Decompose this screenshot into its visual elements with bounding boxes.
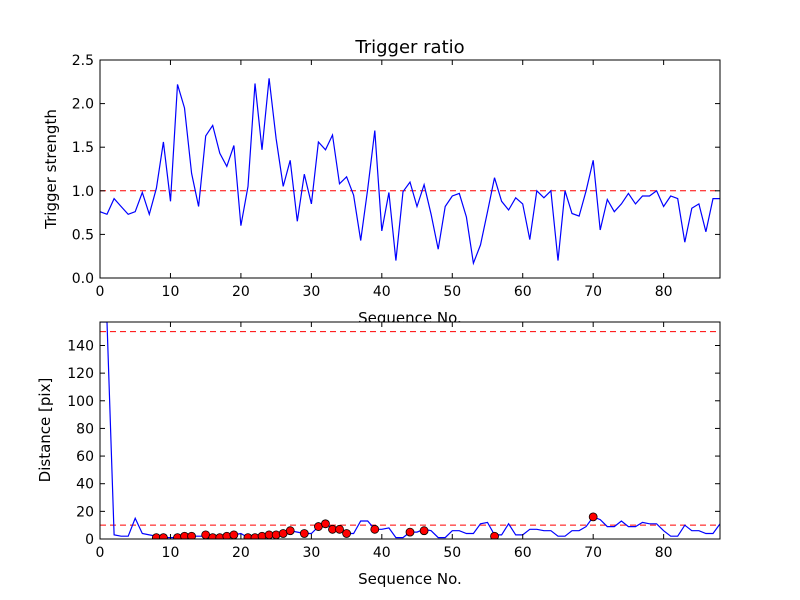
x-axis-label: Sequence No. [358, 570, 462, 588]
data-point [419, 526, 429, 536]
x-tick-label: 40 [373, 545, 391, 561]
data-point [405, 527, 415, 537]
y-tick-label: 0.5 [72, 227, 94, 243]
data-point [159, 533, 168, 539]
axes-frame [99, 321, 721, 540]
y-tick-label: 0.0 [72, 271, 94, 287]
x-tick-label: 40 [373, 284, 391, 300]
y-axis-label: Distance [pix] [36, 378, 54, 483]
x-tick-label: 50 [443, 284, 461, 300]
x-axis-ticks: 0 10 20 30 40 50 60 70 80 [96, 322, 673, 561]
data-point [271, 530, 281, 539]
x-tick-label: 20 [232, 545, 250, 561]
x-tick-label: 20 [232, 284, 250, 300]
y-tick-label: 2.0 [72, 97, 94, 113]
y-tick-label: 20 [76, 504, 94, 520]
plot-area [100, 322, 720, 539]
y-axis-ticks: 0.0 0.5 1.0 1.5 2.0 2.5 [72, 53, 720, 287]
x-tick-label: 70 [584, 284, 602, 300]
data-point [370, 524, 380, 534]
x-tick-label: 30 [302, 545, 320, 561]
x-tick-label: 80 [655, 284, 673, 300]
y-tick-label: 140 [67, 338, 94, 354]
y-tick-label: 1.5 [72, 140, 94, 156]
y-tick-label: 2.5 [72, 53, 94, 69]
data-point [335, 524, 344, 534]
data-point [229, 530, 239, 539]
trigger-ratio-plot: Trigger ratio 0 10 20 30 40 50 60 70 80 0.0 0.5 1.… [42, 37, 721, 327]
y-tick-label: 100 [67, 394, 94, 410]
x-tick-label: 60 [514, 545, 532, 561]
series-line-0 [100, 78, 720, 266]
y-tick-label: 80 [76, 421, 94, 437]
y-tick-label: 0 [85, 532, 94, 548]
chart-title: Trigger ratio [354, 37, 464, 58]
distance-plot: 0 10 20 30 40 50 60 70 80 0 20 40 60 80 100 120 140 Seq… [36, 321, 721, 588]
data-point [342, 529, 351, 538]
y-axis-label: Trigger strength [42, 109, 60, 230]
x-tick-label: 10 [162, 284, 180, 300]
x-tick-label: 0 [96, 284, 105, 300]
y-tick-label: 1.0 [72, 184, 94, 200]
x-axis-ticks: 0 10 20 30 40 50 60 70 80 [96, 60, 673, 300]
data-point [588, 512, 598, 522]
x-tick-label: 0 [96, 545, 105, 561]
data-point [321, 519, 330, 529]
axes-frame [99, 59, 721, 279]
data-point [490, 531, 499, 539]
y-tick-label: 60 [76, 449, 94, 465]
x-tick-label: 60 [514, 284, 532, 300]
data-point [285, 526, 295, 536]
data-point [187, 531, 196, 539]
plot-marks [100, 322, 720, 539]
y-tick-label: 40 [76, 477, 94, 493]
plot-area [100, 60, 720, 278]
x-tick-label: 70 [584, 545, 602, 561]
plot-marks [100, 78, 720, 266]
x-tick-label: 80 [655, 545, 673, 561]
y-tick-label: 120 [67, 366, 94, 382]
data-point [299, 529, 309, 538]
x-tick-label: 50 [443, 545, 461, 561]
y-axis-ticks: 0 20 40 60 80 100 120 140 [67, 338, 720, 548]
x-tick-label: 30 [302, 284, 320, 300]
x-tick-label: 10 [162, 545, 180, 561]
